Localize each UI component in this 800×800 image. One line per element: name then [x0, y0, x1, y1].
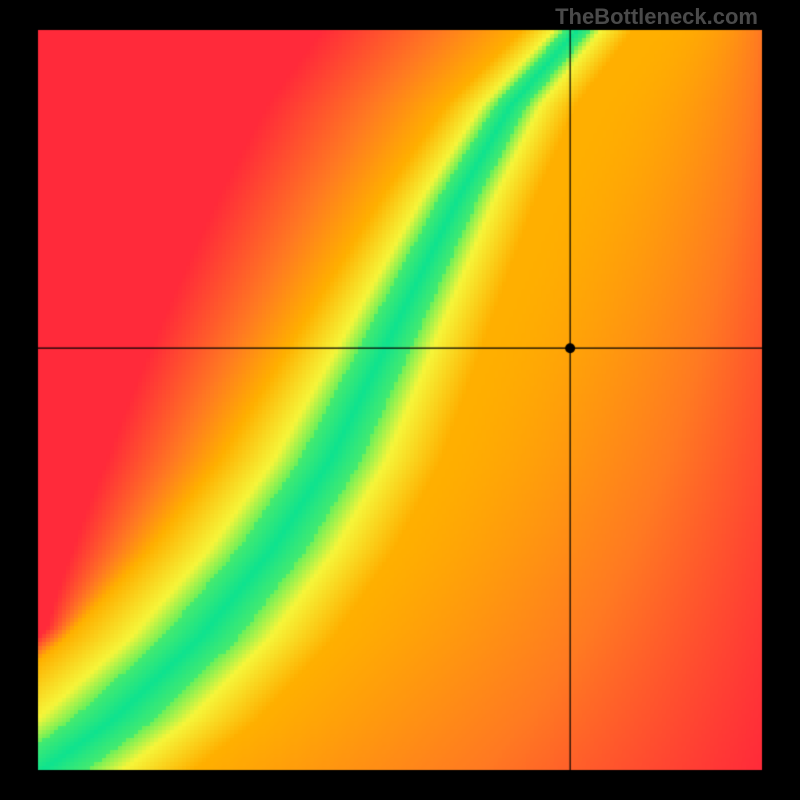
watermark-text: TheBottleneck.com: [555, 4, 758, 30]
chart-container: TheBottleneck.com: [0, 0, 800, 800]
heatmap-canvas: [0, 0, 800, 800]
